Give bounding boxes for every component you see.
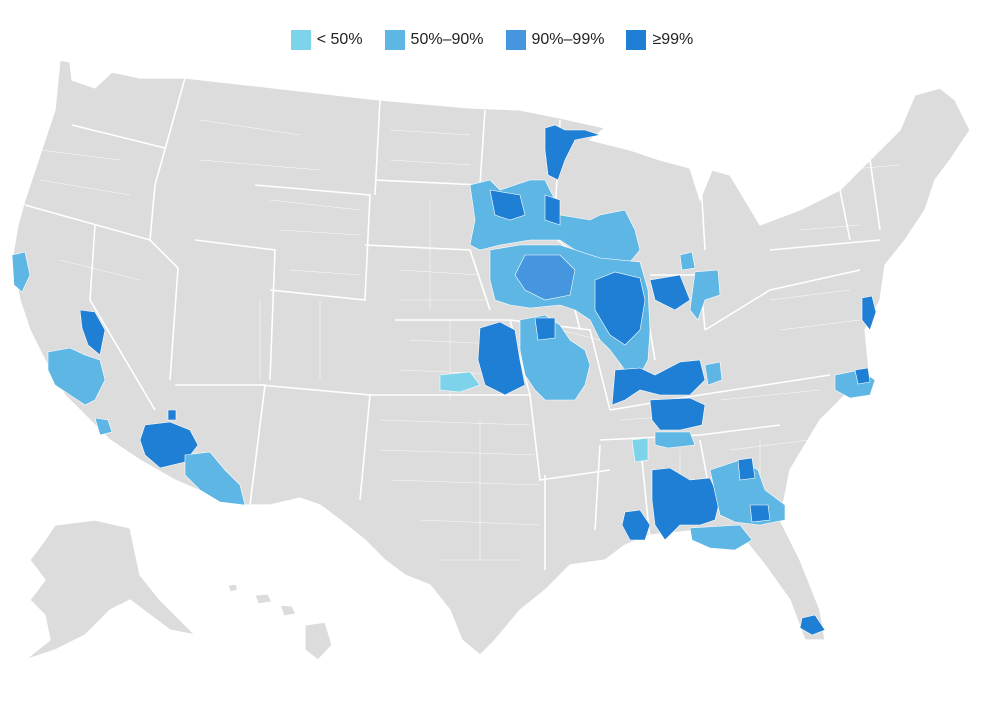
hawaii-island-big [304,621,333,661]
region-iowa-dense [514,254,576,301]
region-tn-alabama [654,431,696,449]
legend-item-lt50: < 50% [290,30,363,50]
region-ky-east [704,361,723,386]
region-georgia-dense [737,457,771,523]
region-alabama-small [631,437,649,463]
region-california-south [94,417,113,436]
hawaii-island-2 [254,593,273,605]
region-illinois-dense [594,271,646,346]
legend-label-50-90: 50%–90% [410,31,484,48]
region-virginia-dense [854,367,871,385]
region-kansas-west [439,371,481,393]
legend-swatch-ge99 [626,30,647,50]
hawaii-island-1 [227,583,239,593]
region-indiana [649,274,691,311]
region-arizona-dense [167,409,177,421]
coverage-regions [11,124,877,636]
legend-swatch-lt50 [290,30,311,50]
region-wi-core [544,194,561,226]
region-arizona-south [184,451,246,506]
legend-label-lt50: < 50% [316,31,363,48]
legend-swatch-50-90 [384,30,405,50]
region-california-central [47,347,106,406]
legend-item-90-99: 90%–99% [505,30,605,50]
county-borders [39,119,901,561]
region-nevada-west [79,309,106,356]
region-kansas-east [477,321,526,396]
legend-item-ge99: ≥99% [626,30,693,50]
region-missouri-dense [534,317,556,341]
region-gulf-louisiana [621,509,651,541]
legend-item-50-90: 50%–90% [384,30,484,50]
region-new-jersey [861,295,877,331]
region-ohio-west [679,251,721,321]
region-tennessee [649,397,706,431]
alaska-outline [24,519,197,661]
region-upper-peninsula [544,124,602,181]
map-legend: < 50% 50%–90% 90%–99% ≥99% [0,30,984,50]
legend-label-90-99: 90%–99% [531,31,605,48]
region-kentucky [611,359,706,406]
hawaii-island-3 [279,604,297,617]
region-mn-core [489,189,526,221]
legend-swatch-90-99 [505,30,526,50]
region-florida-panhandle [689,524,753,551]
region-gulf-mississippi-alabama [651,467,721,541]
region-florida-south [799,614,826,636]
region-california-north [11,251,31,293]
legend-label-ge99: ≥99% [652,31,694,48]
